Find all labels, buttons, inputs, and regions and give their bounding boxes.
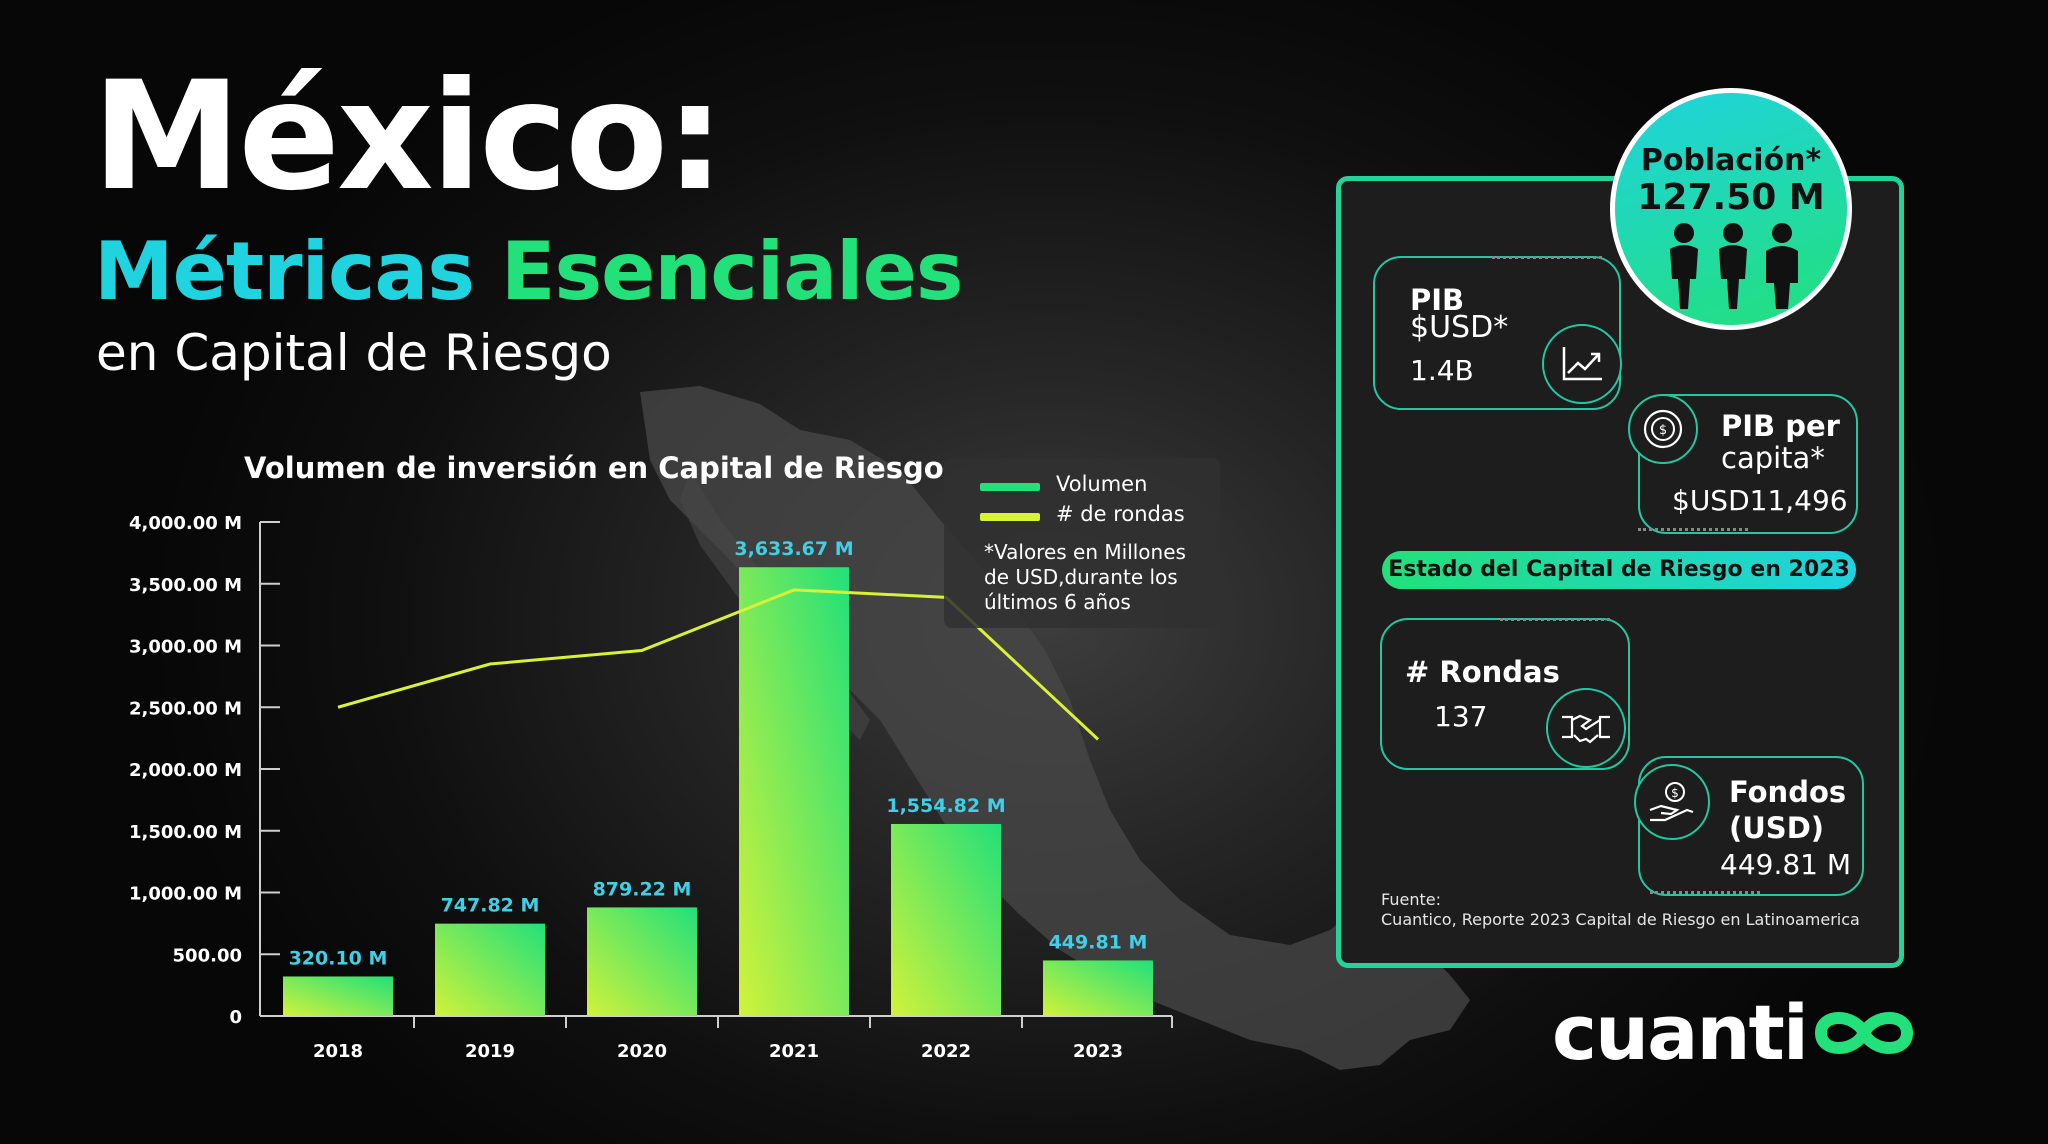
fondos-title-line1: Fondos <box>1729 775 1847 809</box>
fondos-value: 449.81 M <box>1720 848 1852 881</box>
poblacion-badge: Población* 127.50 M <box>1610 88 1852 330</box>
bar-2018 <box>283 976 393 1016</box>
legend-swatch-rondas <box>980 513 1040 521</box>
chart-title: Volumen de inversión en Capital de Riesg… <box>244 451 944 485</box>
y-tick-label: 4,000.00 M <box>129 513 242 534</box>
divider-dots <box>1500 618 1610 621</box>
bar-2023 <box>1043 960 1153 1016</box>
x-tick-label: 2018 <box>313 1041 363 1062</box>
y-tick-label: 3,500.00 M <box>129 575 242 596</box>
pib-per-capita-title-line2: capita* <box>1721 441 1825 475</box>
page-title: México: <box>92 50 725 224</box>
svg-text:$: $ <box>1659 423 1667 438</box>
bar-2019 <box>435 923 545 1016</box>
page-subtitle: Métricas Esenciales <box>94 232 963 312</box>
bar-data-label: 1,554.82 M <box>886 795 1005 817</box>
bar-data-label: 3,633.67 M <box>734 538 853 560</box>
source-label: Fuente: <box>1381 890 1441 909</box>
money-icon: $ <box>1628 394 1698 464</box>
estado-capital-label: Estado del Capital de Riesgo en 2023 <box>1382 551 1856 589</box>
chart-legend: Volumen # de rondas *Valores en Millones… <box>944 458 1220 628</box>
pib-title-line2: $USD* <box>1410 310 1509 345</box>
subtitle-part2: Esenciales <box>500 225 964 318</box>
y-tick-label: 500.00 <box>173 945 242 966</box>
legend-label-volumen: Volumen <box>1056 472 1148 496</box>
page-subtitle-line2: en Capital de Riesgo <box>96 324 612 382</box>
fondos-card <box>1638 756 1864 896</box>
source-note: Fuente: Cuantico, Reporte 2023 Capital d… <box>1381 890 1860 930</box>
fondos-title-line2: (USD) <box>1729 811 1825 845</box>
y-tick-label: 2,000.00 M <box>129 760 242 781</box>
pib-value: 1.4B <box>1410 354 1474 387</box>
x-tick-label: 2023 <box>1073 1041 1123 1062</box>
divider-dots <box>1650 891 1760 894</box>
pib-per-capita-title-line1: PIB per <box>1721 409 1840 443</box>
x-tick-label: 2020 <box>617 1041 667 1062</box>
handshake-icon <box>1546 688 1626 768</box>
y-tick-label: 1,500.00 M <box>129 822 242 843</box>
chart-up-icon <box>1542 324 1622 404</box>
bar-data-label: 879.22 M <box>593 878 692 900</box>
divider-dots <box>1492 256 1602 259</box>
x-tick-label: 2021 <box>769 1041 819 1062</box>
infinity-icon <box>1814 1011 1913 1054</box>
legend-swatch-volumen <box>980 483 1040 491</box>
bar-2020 <box>587 907 697 1016</box>
bar-data-label: 449.81 M <box>1049 931 1148 953</box>
x-tick-label: 2019 <box>465 1041 515 1062</box>
people-icon <box>1670 223 1798 309</box>
bar-data-label: 320.10 M <box>289 947 388 969</box>
y-tick-label: 0 <box>229 1007 242 1028</box>
logo-text: cuanti <box>1552 988 1809 1077</box>
cuantico-logo: cuanti <box>1552 988 1919 1077</box>
bar-2022 <box>891 823 1001 1016</box>
bar-data-label: 747.82 M <box>441 895 540 917</box>
legend-note: *Valores en Millones de USD,durante los … <box>984 540 1186 614</box>
poblacion-label: Población* <box>1640 143 1822 178</box>
x-tick-label: 2022 <box>921 1041 971 1062</box>
y-tick-label: 1,000.00 M <box>129 884 242 905</box>
bar-2021 <box>739 567 849 1016</box>
pib-per-capita-value: $USD11,496 <box>1672 484 1848 517</box>
pib-title-line1: PIB <box>1410 283 1465 317</box>
y-tick-label: 2,500.00 M <box>129 698 242 719</box>
poblacion-value: 127.50 M <box>1637 177 1825 218</box>
hand-coin-icon: $ <box>1634 764 1710 840</box>
subtitle-part1: Métricas <box>94 225 475 318</box>
source-text: Cuantico, Reporte 2023 Capital de Riesgo… <box>1381 910 1860 929</box>
legend-label-rondas: # de rondas <box>1056 502 1185 526</box>
pib-per-capita-card <box>1638 394 1858 534</box>
rondas-title: # Rondas <box>1405 655 1560 689</box>
rondas-value: 137 <box>1434 700 1488 733</box>
svg-text:$: $ <box>1671 786 1679 800</box>
y-tick-label: 3,000.00 M <box>129 637 242 658</box>
divider-dots <box>1638 528 1748 531</box>
